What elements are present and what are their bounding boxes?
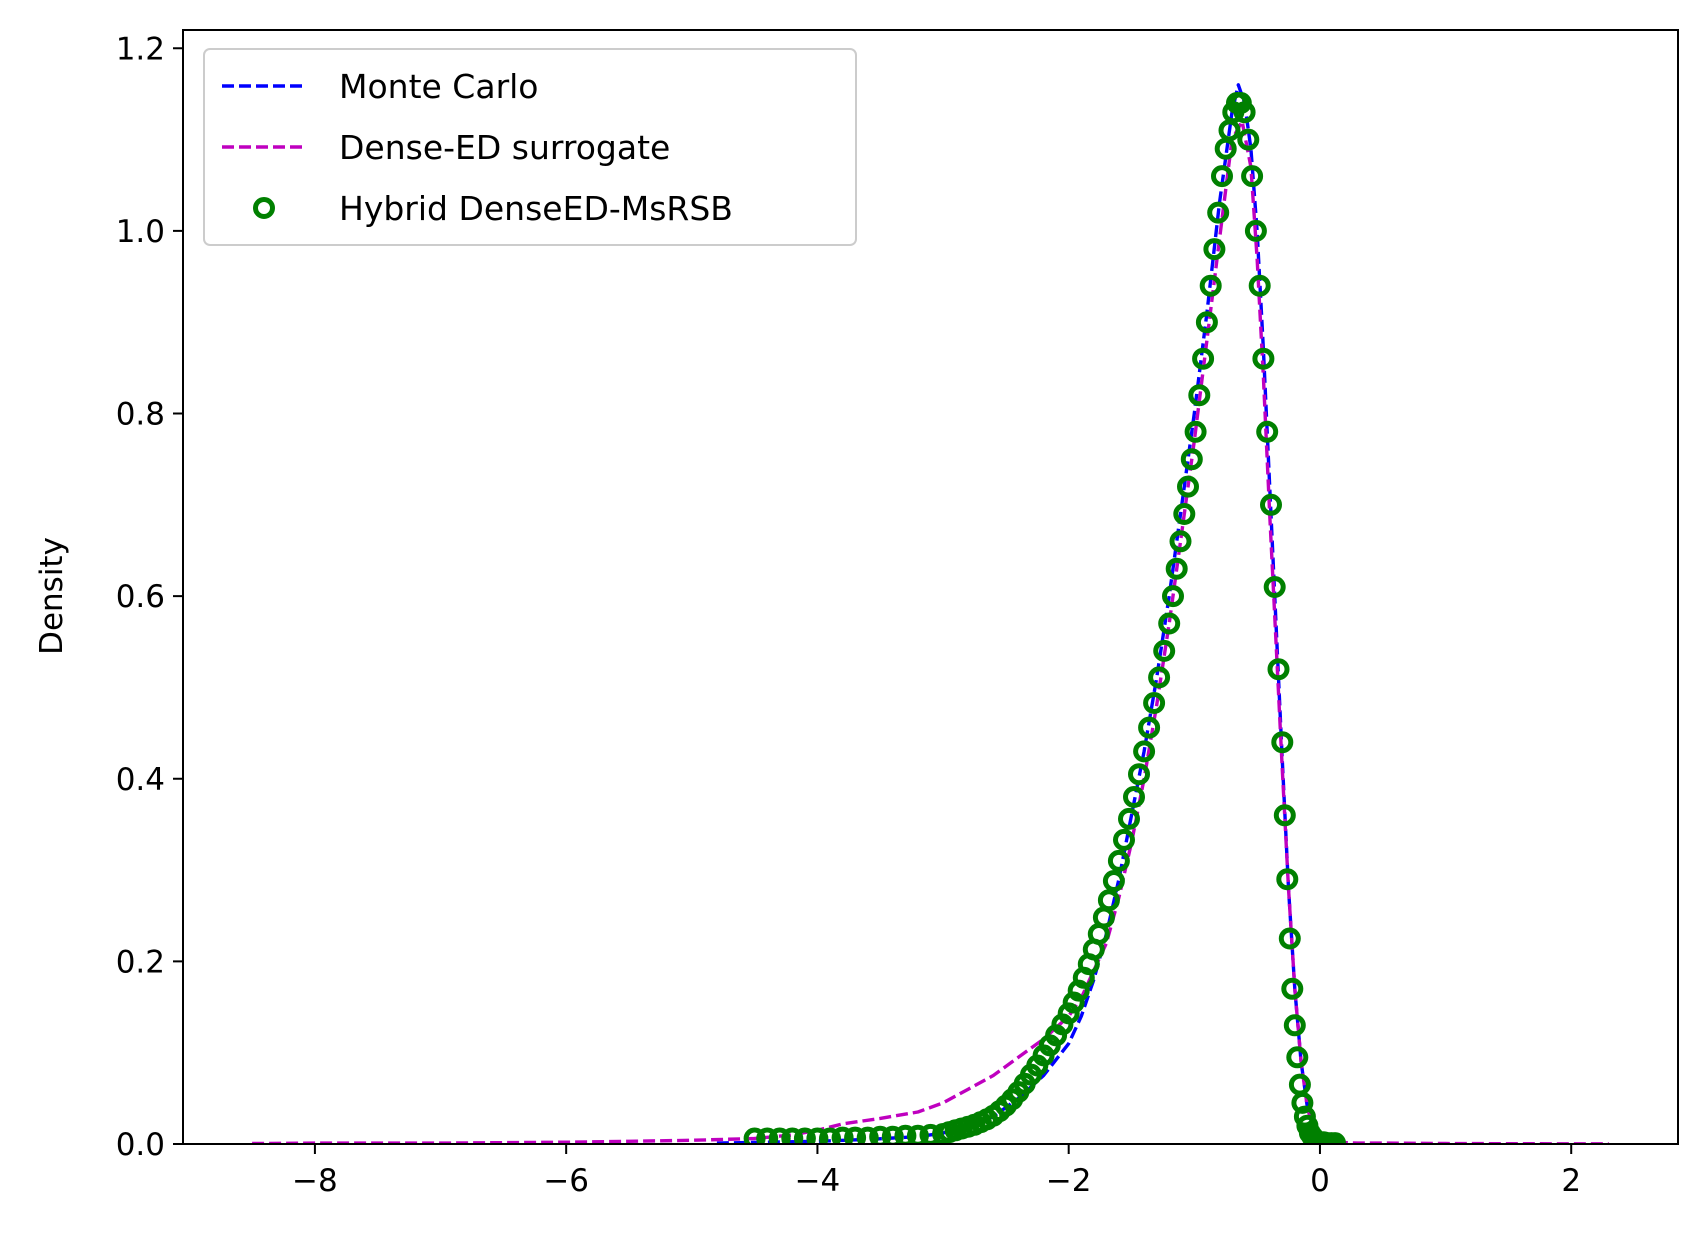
data-point <box>1263 576 1286 598</box>
data-point <box>1123 786 1145 808</box>
series-line-dense-ed-surrogate <box>252 119 1609 1144</box>
data-point <box>1260 493 1282 516</box>
data-point <box>819 1127 841 1144</box>
data-point <box>1133 740 1156 763</box>
data-point <box>1143 692 1166 714</box>
legend-label-dense-ed-surrogate: Dense-ED surrogate <box>339 128 670 167</box>
data-point <box>1148 666 1171 689</box>
y-axis-label: Density <box>34 537 70 655</box>
y-tick-label: 1.2 <box>116 31 165 67</box>
legend-label-monte-carlo: Monte Carlo <box>339 67 539 106</box>
data-point <box>1192 347 1215 370</box>
data-point <box>1128 763 1150 786</box>
x-tick-label: −8 <box>292 1163 338 1199</box>
data-point <box>1256 420 1279 443</box>
data-point <box>1153 639 1176 662</box>
data-point <box>869 1125 892 1144</box>
data-point <box>1281 977 1304 1000</box>
plot-frame <box>182 29 1679 1145</box>
data-point <box>743 1127 766 1144</box>
data-point <box>1162 585 1184 608</box>
data-point <box>1248 274 1271 297</box>
data-point <box>1283 1014 1306 1037</box>
series-markers-hybrid-denseed-msrsb <box>743 92 1346 1144</box>
data-point <box>1211 165 1233 188</box>
data-point <box>1177 475 1199 498</box>
legend-box <box>203 48 857 246</box>
plot-area <box>252 83 1609 1144</box>
data-point <box>844 1126 867 1144</box>
data-point <box>1184 420 1207 443</box>
data-point <box>1276 868 1299 891</box>
data-point <box>1188 384 1211 407</box>
data-point <box>1102 870 1125 892</box>
data-point <box>1118 807 1140 830</box>
data-point <box>781 1127 804 1144</box>
x-tick-label: −2 <box>1046 1163 1092 1199</box>
data-point <box>831 1126 854 1144</box>
data-point <box>1199 274 1222 297</box>
data-point <box>1107 849 1130 872</box>
data-point <box>1097 889 1120 912</box>
data-point <box>806 1127 829 1144</box>
data-point <box>1252 347 1275 370</box>
data-point <box>1138 716 1161 739</box>
data-point <box>756 1127 779 1144</box>
y-tick-label: 0.0 <box>116 1127 165 1163</box>
data-point <box>1278 927 1301 950</box>
y-tick-label: 0.4 <box>116 762 165 798</box>
x-tick-label: −4 <box>795 1163 841 1199</box>
data-point <box>1286 1046 1309 1069</box>
legend-label-hybrid-denseed-msrsb: Hybrid DenseED-MsRSB <box>339 189 733 228</box>
data-point <box>1267 658 1290 681</box>
data-point <box>1057 1002 1080 1025</box>
data-point <box>1233 101 1256 124</box>
legend-swatch-hybrid-denseed-msrsb <box>253 197 275 219</box>
y-tick-label: 0.6 <box>116 579 165 615</box>
x-tick-label: −6 <box>543 1163 589 1199</box>
data-point <box>1169 530 1192 553</box>
data-point <box>1273 804 1296 827</box>
data-point <box>894 1124 917 1144</box>
series-group <box>252 83 1609 1144</box>
data-point <box>1271 731 1294 754</box>
data-point <box>1244 219 1267 242</box>
data-point <box>1203 238 1226 261</box>
data-point <box>1180 448 1203 471</box>
data-point <box>793 1127 816 1144</box>
data-point <box>1241 165 1264 188</box>
data-point <box>1158 612 1181 635</box>
data-point <box>1291 1091 1314 1114</box>
data-point <box>1195 311 1218 334</box>
data-point <box>856 1126 879 1144</box>
data-point <box>1113 828 1135 851</box>
data-point <box>881 1125 904 1144</box>
legend: Monte Carlo Dense-ED surrogate Hybrid Dens… <box>203 48 857 246</box>
data-point <box>1173 503 1196 525</box>
data-point <box>1207 201 1230 224</box>
y-tick-label: 1.0 <box>116 214 165 250</box>
data-point <box>768 1127 791 1144</box>
data-point <box>1237 128 1260 151</box>
x-tick-label: 0 <box>1310 1163 1330 1199</box>
x-tick-label: 2 <box>1561 1163 1581 1199</box>
y-tick-label: 0.8 <box>116 397 165 433</box>
data-point <box>1165 557 1188 580</box>
axes: −8 −6 −4 −2 0 2 0.0 0.2 0.4 0.6 0.8 1.0 1.2 <box>116 29 1679 1199</box>
data-point <box>906 1124 929 1144</box>
y-tick-label: 0.2 <box>116 944 165 980</box>
